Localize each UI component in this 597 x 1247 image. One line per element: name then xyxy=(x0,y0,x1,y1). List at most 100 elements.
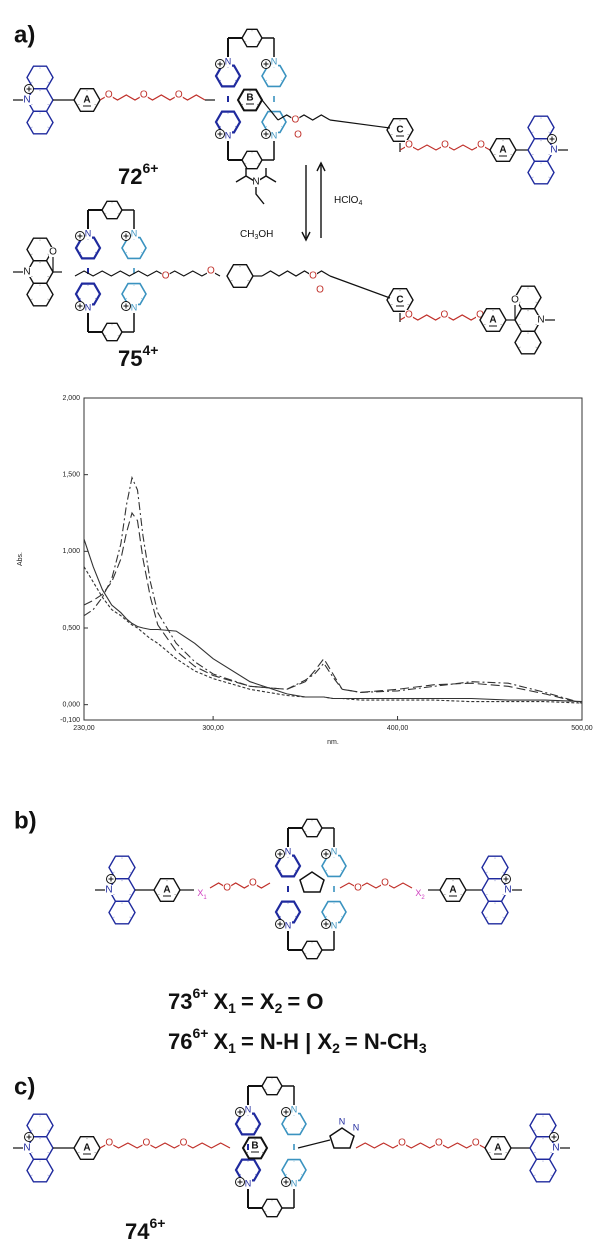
atom: N xyxy=(504,885,511,896)
ring xyxy=(514,330,542,355)
atom-bg xyxy=(284,847,292,857)
atom-bg xyxy=(139,90,148,100)
atom: O xyxy=(441,140,449,151)
atom: O xyxy=(477,140,485,151)
compound-number: 74 xyxy=(125,1219,150,1244)
atom: N xyxy=(225,130,232,140)
atom-bg xyxy=(253,176,260,187)
atom: O xyxy=(143,1138,151,1149)
atom: O xyxy=(381,878,389,889)
chain xyxy=(261,270,331,277)
ring xyxy=(261,1076,283,1096)
x-tick-label: 400,00 xyxy=(387,725,409,732)
heteroatom-part: 2 xyxy=(421,895,425,901)
heteroatom: X1 xyxy=(197,888,207,900)
ring xyxy=(274,900,302,924)
triazole xyxy=(329,1127,355,1149)
atom: O xyxy=(316,285,324,296)
compound-number: 72 xyxy=(118,164,142,189)
atom: O xyxy=(180,1138,188,1149)
ring xyxy=(321,900,347,924)
formula-part: 6+ xyxy=(192,985,208,1001)
x-axis-label: nm. xyxy=(327,739,339,746)
atom-bg xyxy=(511,295,519,305)
atom-bg xyxy=(244,1179,252,1189)
spectrum-line xyxy=(83,538,583,703)
formula-part: 6+ xyxy=(192,1025,208,1041)
formula-part: 1 xyxy=(228,1000,236,1016)
y-tick-label: 2,000 xyxy=(62,395,80,402)
atom-bg xyxy=(23,95,31,105)
y-tick-label: 1,000 xyxy=(62,548,80,555)
formula-part: 2 xyxy=(275,1000,283,1016)
atom: O xyxy=(476,310,484,321)
ring-label: A xyxy=(489,315,496,326)
reagent-part: OH xyxy=(258,229,273,240)
atom-bg xyxy=(105,885,113,895)
ring xyxy=(529,1158,557,1183)
bond xyxy=(329,119,391,129)
spectrum-line xyxy=(83,475,583,704)
atom: N xyxy=(353,1122,360,1132)
compound-label: 746+ xyxy=(125,1215,165,1244)
ring xyxy=(274,854,302,878)
atom-bg xyxy=(354,883,362,893)
ring xyxy=(73,1135,101,1161)
ring xyxy=(301,818,323,838)
atom-bg xyxy=(477,140,485,150)
atom: N xyxy=(331,846,338,856)
formula-part: 73 xyxy=(168,989,192,1014)
atom: O xyxy=(294,130,302,141)
ring xyxy=(121,282,147,306)
atom-bg xyxy=(504,885,512,895)
heteroatom-part: X xyxy=(415,888,421,898)
atom: O xyxy=(105,90,113,101)
ring xyxy=(489,137,517,163)
panel-label: b) xyxy=(14,807,37,834)
ring xyxy=(484,1135,512,1161)
atom-bg xyxy=(248,878,257,888)
triazole xyxy=(299,871,325,893)
chain xyxy=(99,1142,231,1149)
ring xyxy=(234,1112,262,1136)
atom-bg xyxy=(434,1138,443,1148)
atom-bg xyxy=(552,1143,560,1153)
atom: O xyxy=(249,878,257,889)
ring xyxy=(214,110,242,134)
formula-part: = N-H | X xyxy=(241,1029,332,1054)
arrowhead xyxy=(301,231,311,242)
charge: 6+ xyxy=(149,1215,165,1231)
atom: N xyxy=(285,920,292,930)
ring xyxy=(74,236,102,260)
atom: N xyxy=(252,177,259,188)
atom: O xyxy=(175,90,183,101)
atom-bg xyxy=(290,1179,298,1189)
atom-bg xyxy=(294,130,302,140)
reagent: CH3OH xyxy=(240,229,273,241)
bond xyxy=(329,275,391,299)
bond xyxy=(261,99,279,121)
chain xyxy=(399,314,481,321)
ring xyxy=(26,1158,54,1183)
atom-bg xyxy=(105,1138,114,1148)
y-tick-label: 0,000 xyxy=(62,702,80,709)
atom-bg xyxy=(130,303,138,313)
x-tick-label: 230,00 xyxy=(73,725,95,732)
atom: N xyxy=(245,1178,252,1188)
atom: N xyxy=(105,885,112,896)
ring xyxy=(241,1136,269,1160)
atom-bg xyxy=(550,145,558,155)
atom-bg xyxy=(352,1123,360,1133)
chain xyxy=(355,1142,486,1149)
atom-bg xyxy=(398,1138,407,1148)
atom-bg xyxy=(537,315,545,325)
atom-bg xyxy=(476,310,484,320)
atom: N xyxy=(245,1104,252,1114)
atom: O xyxy=(405,140,413,151)
atom-bg xyxy=(223,883,232,893)
ring xyxy=(108,900,136,925)
formula-part: 76 xyxy=(168,1029,192,1054)
atom: O xyxy=(105,1138,113,1149)
atom-bg xyxy=(224,131,232,141)
